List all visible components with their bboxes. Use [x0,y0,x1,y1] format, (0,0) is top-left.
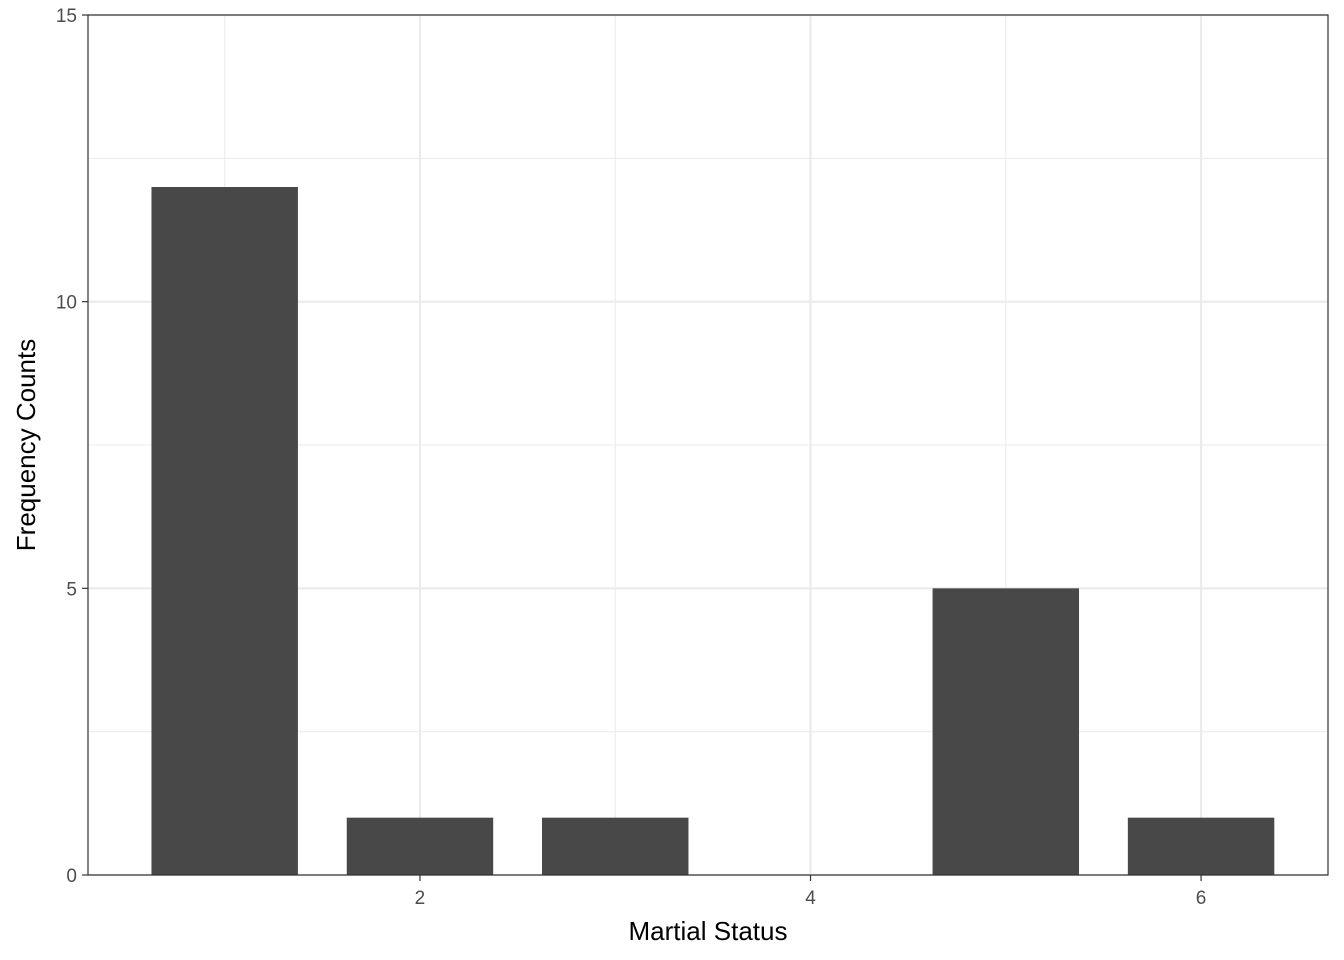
y-tick-label: 15 [56,6,77,27]
axes: 0 5 10 15 2 4 6 [56,6,1207,909]
y-tick-label: 10 [56,293,77,314]
bar [932,588,1080,875]
bar [346,817,494,875]
x-axis-title: Martial Status [629,916,788,946]
x-tick-label: 6 [1196,888,1207,909]
x-tick-label: 2 [415,888,426,909]
bar [542,817,689,875]
y-tick-label: 0 [66,866,77,887]
bar [151,187,298,875]
y-axis-title: Frequency Counts [11,339,41,551]
y-tick-label: 5 [66,579,77,600]
plot-panel-border [87,14,1329,876]
x-tick-label: 4 [805,888,816,909]
bars [151,187,1275,875]
bar [1127,817,1275,875]
